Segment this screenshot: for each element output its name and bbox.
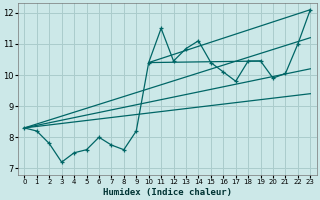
X-axis label: Humidex (Indice chaleur): Humidex (Indice chaleur) [103,188,232,197]
